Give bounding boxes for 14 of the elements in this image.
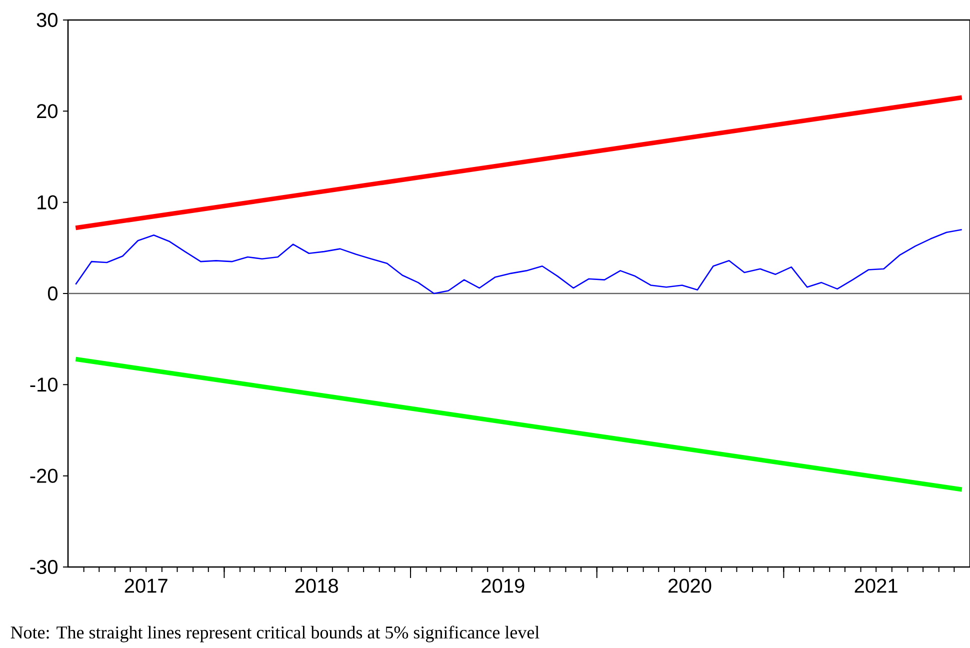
line-series <box>75 229 962 294</box>
y-tick-label: 0 <box>48 286 58 301</box>
y-tick-label: 10 <box>38 195 58 210</box>
y-tick-label: 20 <box>37 104 58 118</box>
x-tick-label: 2017 <box>124 578 168 593</box>
y-tick-label: -30 <box>30 560 58 574</box>
x-tick-label: 2019 <box>482 578 524 593</box>
x-tick-label: 2018 <box>295 578 338 593</box>
y-tick-label: 30 <box>36 12 58 28</box>
x-tick-label: 2020 <box>668 578 712 593</box>
y-tick-label: -20 <box>30 468 58 483</box>
y-tick-label: -10 <box>30 378 58 392</box>
text: Note: The straight lines represent critical bounds at 5% significance level <box>10 626 540 642</box>
x-tick-label: 2021 <box>854 578 898 593</box>
